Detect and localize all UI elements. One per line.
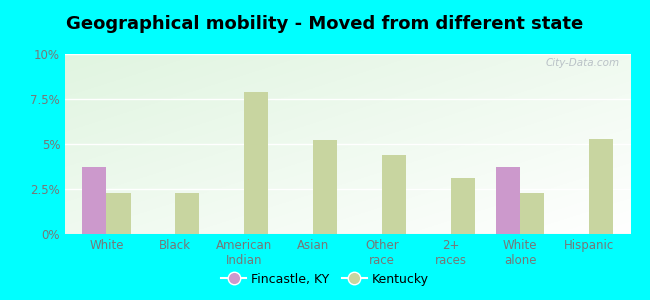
Bar [382,155,406,234]
Legend: Fincastle, KY, Kentucky: Fincastle, KY, Kentucky [216,268,434,291]
Bar [589,139,613,234]
Bar [107,193,131,234]
Bar [520,193,544,234]
Text: City-Data.com: City-Data.com [545,58,619,68]
Bar [313,140,337,234]
Bar [244,92,268,234]
Bar [496,167,520,234]
Bar [83,167,107,234]
Text: Geographical mobility - Moved from different state: Geographical mobility - Moved from diffe… [66,15,584,33]
Bar [176,193,200,234]
Bar [451,178,475,234]
